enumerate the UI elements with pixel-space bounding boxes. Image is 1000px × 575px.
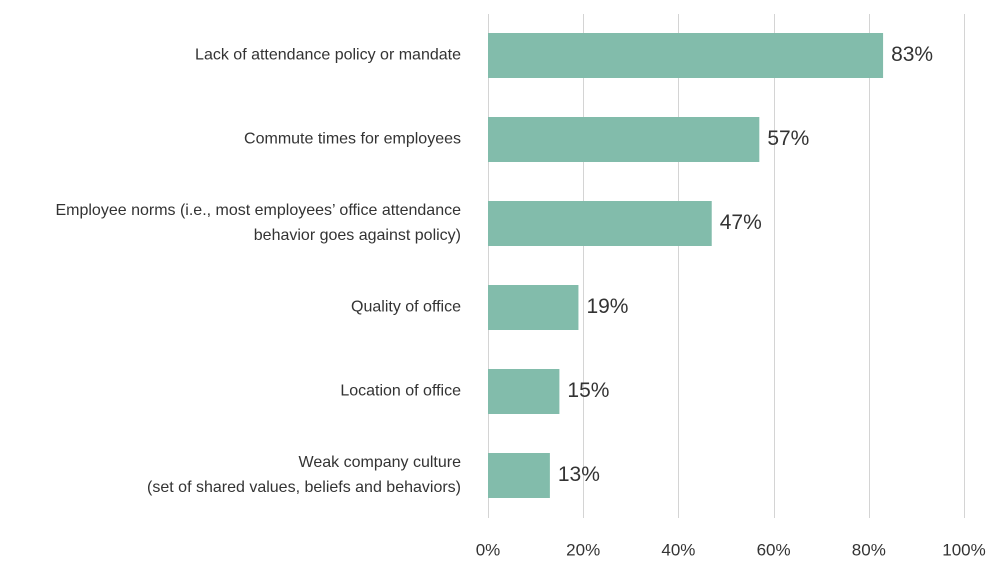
category-label: Commute times for employees [244, 131, 461, 148]
bar-value-label: 83% [891, 43, 933, 66]
category-label-line: Commute times for employees [244, 131, 461, 148]
grid-lines [488, 14, 965, 518]
x-tick-label: 100% [942, 540, 985, 559]
bar-value-label: 13% [558, 463, 600, 486]
category-label-line: Weak company culture [299, 454, 462, 471]
category-label: Employee norms (i.e., most employees’ of… [55, 202, 461, 244]
bar-value-label: 19% [586, 295, 628, 318]
bar-value-label: 57% [767, 127, 809, 150]
category-label: Quality of office [351, 299, 461, 316]
bar-value-label: 47% [720, 211, 762, 234]
x-tick-label: 80% [852, 540, 886, 559]
bar [488, 453, 550, 498]
category-label-line: Employee norms (i.e., most employees’ of… [55, 202, 461, 219]
category-label-line: Quality of office [351, 299, 461, 316]
category-label-line: behavior goes against policy) [254, 227, 461, 244]
value-labels: 83% 57% 47% 19% 15% 13% [558, 43, 933, 486]
x-tick-label: 0% [476, 540, 501, 559]
bar [488, 33, 884, 78]
category-label: Location of office [340, 383, 461, 400]
x-axis-tick-labels: 0% 20% 40% 60% 80% 100% [476, 540, 986, 559]
bar [488, 285, 579, 330]
x-tick-label: 40% [661, 540, 695, 559]
category-labels: Lack of attendance policy or mandate Comm… [55, 47, 461, 497]
category-label-line: Lack of attendance policy or mandate [195, 47, 461, 64]
category-label: Lack of attendance policy or mandate [195, 47, 461, 64]
category-label-line: Location of office [340, 383, 461, 400]
bar [488, 201, 712, 246]
bars [488, 33, 884, 498]
category-label: Weak company culture (set of shared value… [147, 454, 461, 496]
x-tick-label: 20% [566, 540, 600, 559]
x-tick-label: 60% [757, 540, 791, 559]
bar [488, 369, 560, 414]
category-label-line: (set of shared values, beliefs and behav… [147, 479, 461, 496]
bar-value-label: 15% [567, 379, 609, 402]
bar [488, 117, 760, 162]
